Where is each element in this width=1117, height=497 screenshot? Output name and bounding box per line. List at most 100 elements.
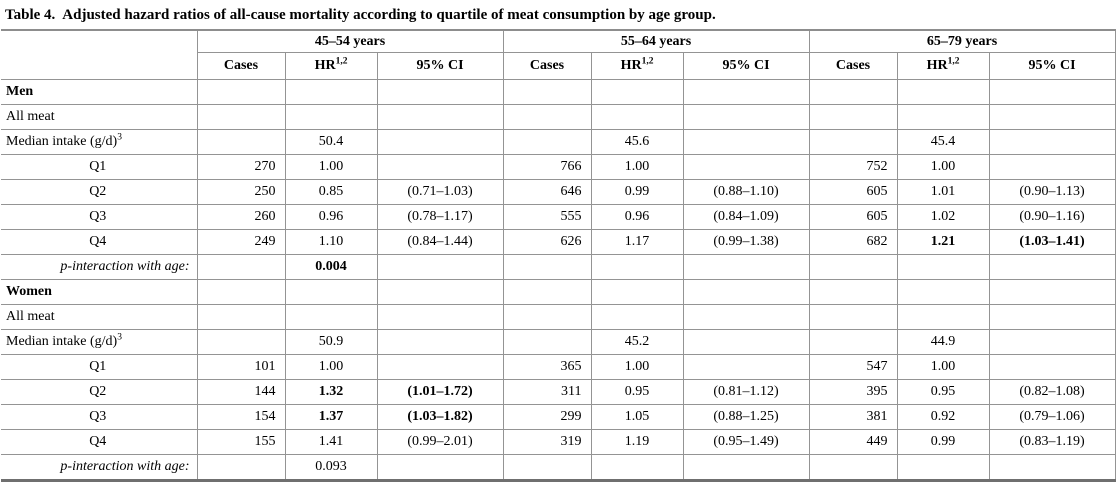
cell-ci	[988, 454, 1116, 482]
cell-ci	[682, 329, 810, 355]
cell-ci	[988, 129, 1116, 155]
cell-ci: (0.71–1.03)	[376, 179, 504, 205]
cell-cases: 101	[196, 354, 286, 380]
cell-cases: 646	[502, 179, 592, 205]
cell-hr	[590, 79, 684, 105]
row-label: p-interaction with age:	[1, 454, 198, 482]
column-header-ci: 95% CI	[682, 52, 810, 80]
cell-cases: 682	[808, 229, 898, 255]
row-label: Median intake (g/d)3	[1, 129, 198, 155]
row-label: Q2	[1, 379, 198, 405]
cell-ci	[682, 454, 810, 482]
age-group-header-row: 45–54 years 55–64 years 65–79 years	[1, 29, 1116, 80]
cell-cases: 605	[808, 179, 898, 205]
cell-hr	[590, 454, 684, 482]
cell-cases	[196, 329, 286, 355]
cell-hr	[896, 304, 990, 330]
cell-ci: (1.01–1.72)	[376, 379, 504, 405]
cell-ci: (0.82–1.08)	[988, 379, 1116, 405]
cell-cases	[808, 254, 898, 280]
cell-hr: 1.32	[284, 379, 378, 405]
cell-ci: (0.88–1.10)	[682, 179, 810, 205]
row-label: All meat	[1, 304, 198, 330]
row-label-text: Q2	[89, 384, 107, 399]
cell-cases: 381	[808, 404, 898, 430]
cell-hr: 0.99	[590, 179, 684, 205]
table-row: Q4 249 1.10 (0.84–1.44) 626 1.17 (0.99–1.38) 68…	[1, 229, 1116, 255]
column-header-hr: HR1,2	[896, 52, 990, 80]
table-row: Q3 260 0.96 (0.78–1.17) 555 0.96 (0.84–1.09) 60…	[1, 204, 1116, 230]
cell-hr	[284, 279, 378, 305]
column-header-ci: 95% CI	[988, 52, 1116, 80]
cell-hr: 0.99	[896, 429, 990, 455]
cell-hr	[896, 454, 990, 482]
cell-hr: 1.05	[590, 404, 684, 430]
row-label-text: Median intake (g/d)	[6, 134, 118, 149]
row-label-text: Q2	[89, 184, 107, 199]
table-row: p-interaction with age: 0.093	[1, 454, 1116, 482]
table-row: p-interaction with age: 0.004	[1, 254, 1116, 280]
cell-hr	[590, 304, 684, 330]
cell-cases: 395	[808, 379, 898, 405]
table-row: Q1 101 1.00 365 1.00 547 1.00	[1, 354, 1116, 380]
cell-hr: 1.19	[590, 429, 684, 455]
cell-ci: (0.95–1.49)	[682, 429, 810, 455]
hr-label: HR	[314, 58, 336, 73]
cell-cases: 155	[196, 429, 286, 455]
row-label-text: Q4	[89, 434, 107, 449]
cell-hr	[896, 79, 990, 105]
cell-cases	[196, 104, 286, 130]
cell-cases	[502, 304, 592, 330]
row-label-superscript: 3	[117, 132, 122, 143]
row-label-text: Q1	[89, 359, 107, 374]
cell-hr: 1.00	[590, 154, 684, 180]
row-label-text: Q3	[89, 409, 107, 424]
hr-footnote-superscript: 1,2	[641, 56, 654, 67]
cell-hr: 0.95	[590, 379, 684, 405]
cell-hr	[896, 104, 990, 130]
cell-ci	[988, 354, 1116, 380]
cell-cases	[196, 454, 286, 482]
cell-hr: 50.9	[284, 329, 378, 355]
cell-ci	[682, 279, 810, 305]
table-row: Median intake (g/d)3 50.4 45.6 45.4	[1, 129, 1116, 155]
row-label-text: p-interaction with age:	[60, 259, 190, 274]
age-group-header-45-54: 45–54 years	[196, 29, 504, 53]
cell-cases: 605	[808, 204, 898, 230]
age-group-header-55-64: 55–64 years	[502, 29, 810, 53]
table-header: 45–54 years 55–64 years 65–79 years Case…	[1, 29, 1116, 80]
cell-cases: 299	[502, 404, 592, 430]
label-column-spacer	[1, 29, 198, 80]
cell-ci: (0.84–1.09)	[682, 204, 810, 230]
column-header-hr: HR1,2	[284, 52, 378, 80]
column-header-cases: Cases	[502, 52, 592, 80]
cell-ci	[376, 104, 504, 130]
cell-hr: 1.01	[896, 179, 990, 205]
cell-ci	[376, 129, 504, 155]
cell-cases	[808, 79, 898, 105]
table-row: Q1 270 1.00 766 1.00 752 1.00	[1, 154, 1116, 180]
table-row: Median intake (g/d)3 50.9 45.2 44.9	[1, 329, 1116, 355]
cell-ci	[988, 279, 1116, 305]
row-label: Q1	[1, 354, 198, 380]
cell-hr: 45.2	[590, 329, 684, 355]
table-title-prefix: Table 4.	[5, 7, 56, 23]
hr-label: HR	[926, 58, 948, 73]
cell-ci	[988, 329, 1116, 355]
cell-cases	[196, 254, 286, 280]
cell-hr	[590, 104, 684, 130]
cell-cases	[502, 79, 592, 105]
table-row: Q2 250 0.85 (0.71–1.03) 646 0.99 (0.88–1.10) 60…	[1, 179, 1116, 205]
cell-cases	[808, 329, 898, 355]
row-label: Men	[1, 79, 198, 105]
row-label: Q4	[1, 429, 198, 455]
cell-ci	[376, 254, 504, 280]
column-header-cases: Cases	[196, 52, 286, 80]
column-header-row: Cases HR1,2 95% CI Cases HR1,2 95% CI Ca…	[1, 52, 1116, 80]
cell-hr	[284, 304, 378, 330]
cell-cases	[502, 329, 592, 355]
cell-hr: 0.96	[284, 204, 378, 230]
cell-cases	[196, 279, 286, 305]
cell-hr: 0.95	[896, 379, 990, 405]
cell-cases: 626	[502, 229, 592, 255]
